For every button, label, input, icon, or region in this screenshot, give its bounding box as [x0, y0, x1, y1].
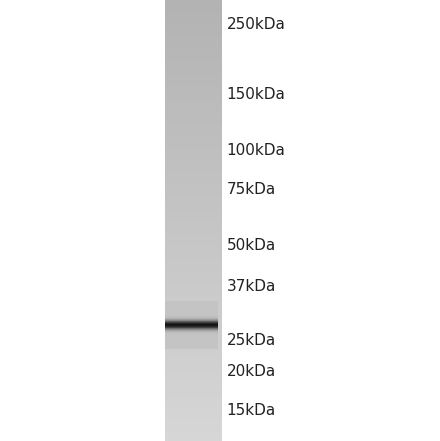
- Text: 25kDa: 25kDa: [227, 333, 276, 348]
- Text: 150kDa: 150kDa: [227, 87, 286, 102]
- Text: 250kDa: 250kDa: [227, 18, 286, 33]
- Text: 75kDa: 75kDa: [227, 183, 276, 198]
- Text: 37kDa: 37kDa: [227, 279, 276, 294]
- Text: 50kDa: 50kDa: [227, 238, 276, 253]
- Text: 20kDa: 20kDa: [227, 363, 276, 378]
- Text: 100kDa: 100kDa: [227, 143, 286, 158]
- Text: 15kDa: 15kDa: [227, 403, 276, 418]
